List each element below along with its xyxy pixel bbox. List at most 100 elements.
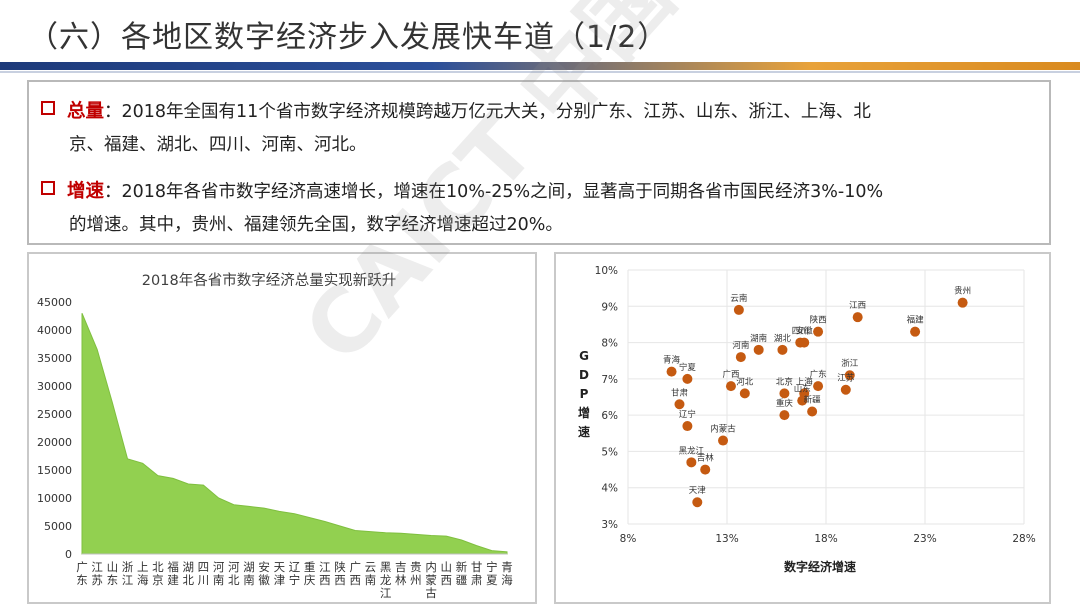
point-label: 辽宁 — [679, 409, 696, 420]
x-tick-label: 苏 — [91, 573, 103, 587]
scatter-point — [807, 406, 818, 417]
scatter-point — [692, 497, 703, 508]
y-tick-label: 15000 — [37, 464, 72, 477]
x-tick-label: 青 — [501, 560, 513, 574]
x-tick-label: 23% — [913, 533, 936, 545]
x-tick-label: 北 — [228, 573, 240, 587]
y-axis-title-char: 速 — [578, 424, 590, 439]
y-tick-label: 8% — [601, 338, 618, 350]
scatter-point — [682, 373, 693, 384]
x-tick-label: 广 — [76, 560, 88, 574]
x-tick-label: 西 — [319, 573, 331, 587]
x-tick-label: 西 — [334, 573, 346, 587]
x-tick-label: 重 — [304, 560, 316, 574]
title-underline-thin — [0, 71, 1080, 73]
y-tick-label: 30000 — [37, 380, 72, 393]
x-tick-label: 江 — [91, 560, 103, 574]
y-tick-label: 0 — [65, 548, 72, 561]
chart-title: 2018年各省市数字经济总量实现新跃升 — [142, 272, 396, 289]
point-label: 内蒙古 — [710, 424, 736, 435]
y-tick-label: 5000 — [44, 520, 72, 533]
scatter-point — [779, 410, 790, 421]
scatter-point — [797, 395, 808, 406]
point-label: 湖南 — [750, 333, 767, 344]
point-label: 青海 — [663, 355, 681, 366]
y-axis-title-char: 增 — [578, 405, 590, 420]
x-tick-label: 京 — [152, 573, 164, 587]
x-tick-label: 江 — [380, 586, 392, 600]
x-tick-label: 河 — [228, 560, 240, 574]
title-underline-bar — [0, 62, 1080, 73]
scatter-point — [686, 457, 697, 468]
square-bullet-icon — [41, 181, 55, 195]
x-tick-label: 海 — [137, 573, 149, 587]
area-chart: 2018年各省市数字经济总量实现新跃升 0 5000 10000 15000 20000 2… — [37, 272, 513, 600]
scatter-point — [739, 388, 750, 399]
point-label: 河北 — [736, 376, 754, 387]
scatter-point — [813, 381, 824, 392]
scatter-point — [957, 297, 968, 308]
x-tick-label: 林 — [395, 573, 407, 587]
scatter-point — [735, 352, 746, 363]
x-tick-label: 津 — [274, 573, 286, 587]
scatter-point — [666, 366, 677, 377]
y-tick-label: 7% — [601, 374, 618, 386]
point-label: 福建 — [907, 315, 925, 326]
x-tick-label: 南 — [213, 573, 225, 587]
y-tick-label: 35000 — [37, 352, 72, 365]
x-axis-title: 数字经济增速 — [784, 559, 856, 574]
x-tick-label: 庆 — [304, 573, 316, 587]
point-label: 新疆 — [804, 395, 822, 406]
summary-box: 总量：2018年全国有11个省市数字经济规模跨越万亿元大关，分别广东、江苏、山东… — [27, 80, 1051, 245]
x-tick-label: 浙 — [122, 560, 134, 574]
x-tick-label: 黑 — [380, 560, 392, 574]
y-tick-label: 3% — [601, 519, 618, 531]
x-tick-label: 湖 — [183, 560, 195, 574]
point-label: 江西 — [849, 301, 866, 311]
bullet-keyword: 增速 — [67, 181, 105, 202]
y-axis-title-char: G — [579, 349, 589, 363]
y-tick-label: 25000 — [37, 408, 72, 421]
x-tick-label: 西 — [349, 573, 361, 587]
point-label: 河南 — [732, 340, 749, 351]
x-tick-label: 东 — [76, 573, 88, 587]
point-label: 陕西 — [810, 315, 827, 326]
point-label: 浙江 — [841, 358, 859, 369]
x-tick-label: 古 — [425, 586, 437, 600]
bullet-text: ：2018年全国有11个省市数字经济规模跨越万亿元大关，分别广东、江苏、山东、浙… — [104, 102, 871, 122]
x-tick-label: 云 — [365, 560, 377, 574]
x-tick-label: 江 — [319, 560, 331, 574]
x-tick-label: 疆 — [456, 573, 468, 587]
x-tick-label: 18% — [814, 533, 837, 545]
y-axis-title-char: P — [580, 387, 589, 401]
x-tick-label: 南 — [243, 573, 255, 587]
scatter-point — [733, 304, 744, 315]
x-tick-label: 广 — [349, 560, 361, 574]
point-label: 重庆 — [776, 398, 794, 409]
scatter-point — [682, 421, 693, 432]
point-label: 吉林 — [697, 453, 715, 464]
scatter-point — [852, 312, 863, 323]
scatter-chart-panel: 3% 4% 5% 6% 7% 8% 9% 10% 8% 13% 18% 23% 28% 数字经济增速 G D P… — [554, 252, 1051, 604]
point-label: 上海 — [796, 376, 814, 387]
x-tick-label: 建 — [167, 573, 179, 587]
bullet-text-cont: 京、福建、湖北、四川、河南、河北。 — [69, 135, 367, 155]
square-bullet-icon — [41, 101, 55, 115]
x-tick-label: 内 — [425, 560, 437, 574]
scatter-point — [777, 344, 788, 355]
point-label: 江苏 — [837, 373, 855, 384]
y-tick-label: 40000 — [37, 324, 72, 337]
x-tick-label: 南 — [365, 573, 377, 587]
point-label: 贵州 — [954, 286, 971, 297]
scatter-point — [700, 464, 711, 475]
x-tick-label: 安 — [258, 560, 270, 574]
x-tick-label: 北 — [183, 573, 195, 587]
bullet-text-cont: 的增速。其中，贵州、福建领先全国，数字经济增速超过20%。 — [69, 215, 563, 235]
x-tick-label: 四 — [198, 560, 210, 574]
x-tick-label: 江 — [122, 573, 134, 587]
y-tick-label: 20000 — [37, 436, 72, 449]
point-label: 宁夏 — [679, 362, 697, 373]
scatter-point — [674, 399, 685, 410]
point-label: 黑龙江 — [679, 445, 705, 456]
x-tick-label: 东 — [107, 573, 119, 587]
